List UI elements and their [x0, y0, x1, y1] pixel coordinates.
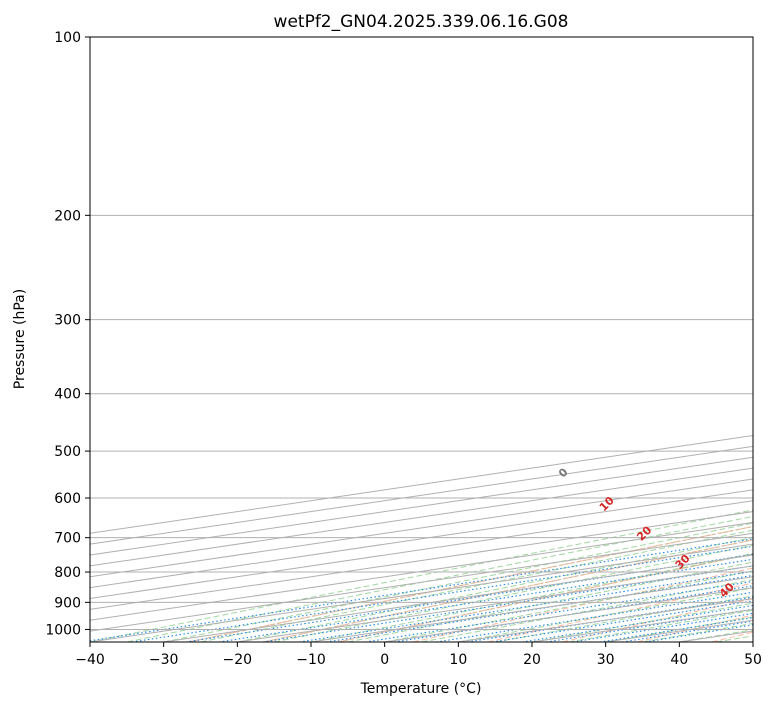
isotherm-line — [90, 467, 753, 567]
x-tick-label: 30 — [597, 652, 615, 668]
moist-adiabats — [90, 509, 753, 642]
isotherms — [90, 434, 753, 642]
dry-adiabat-line — [263, 539, 753, 642]
isotherm-line — [90, 511, 753, 610]
isotherm-line — [90, 445, 753, 545]
plot-frame — [89, 36, 754, 643]
dry-adiabat-line — [338, 553, 753, 642]
y-tick-label: 700 — [54, 531, 81, 547]
mixing-ratio-line — [325, 574, 753, 642]
y-tick-label: 600 — [54, 491, 81, 507]
y-tick-label: 300 — [54, 313, 81, 329]
isotherm-line — [90, 489, 753, 589]
y-tick-label: 800 — [54, 565, 81, 581]
moist-adiabat-line — [495, 595, 753, 642]
x-axis: −40 −30 −20 −10 0 10 20 30 40 50 — [75, 642, 762, 668]
y-tick-label: 400 — [54, 387, 81, 403]
moist-adiabat-line — [384, 570, 753, 642]
mixing-ratio-lines — [90, 538, 753, 642]
x-tick-label: −20 — [223, 652, 253, 668]
y-axis-title: Pressure (hPa) — [12, 289, 28, 389]
dry-adiabat-line — [188, 525, 753, 642]
dry-adiabat-line — [562, 598, 753, 642]
mixing-ratio-line — [365, 580, 753, 642]
y-tick-label: 1000 — [45, 622, 81, 638]
y-tick-label: 500 — [54, 444, 81, 460]
y-tick-label: 900 — [54, 595, 81, 611]
x-tick-label: −40 — [75, 652, 105, 668]
isotherm-line — [90, 521, 753, 621]
isotherm-line — [90, 532, 753, 632]
moist-adiabat-line — [310, 552, 753, 642]
moist-adiabat-line — [458, 587, 753, 642]
x-tick-label: 50 — [744, 652, 762, 668]
x-tick-label: 10 — [449, 652, 467, 668]
isobars — [90, 37, 753, 630]
dry-adiabats — [188, 525, 753, 642]
y-axis: 100 200 300 400 500 600 700 800 900 1000 — [45, 30, 90, 638]
mixing-ratio-line — [262, 565, 753, 642]
isotherm-line — [90, 500, 753, 600]
moist-adiabat-line — [274, 544, 753, 642]
mixing-ratio-line — [131, 545, 753, 642]
x-tick-label: 40 — [670, 652, 688, 668]
plot-area: -100-90-80-70-60-50-40-30-20-100.10.20.4… — [90, 37, 753, 642]
x-axis-title: Temperature (°C) — [360, 681, 482, 697]
mixing-ratio-line — [299, 570, 753, 642]
y-tick-label: 200 — [54, 208, 81, 224]
x-tick-label: −30 — [149, 652, 179, 668]
moist-adiabat-line — [347, 561, 753, 642]
dry-adiabat-line — [487, 582, 753, 642]
x-tick-label: 20 — [523, 652, 541, 668]
moist-adiabat-line — [421, 579, 753, 642]
y-tick-label: 100 — [54, 30, 81, 46]
x-tick-label: −10 — [296, 652, 326, 668]
isotherm-line — [90, 478, 753, 578]
isotherm-line — [90, 456, 753, 556]
chart-title: wetPf2_GN04.2025.339.06.16.G08 — [274, 12, 569, 32]
x-tick-label: 0 — [380, 652, 389, 668]
